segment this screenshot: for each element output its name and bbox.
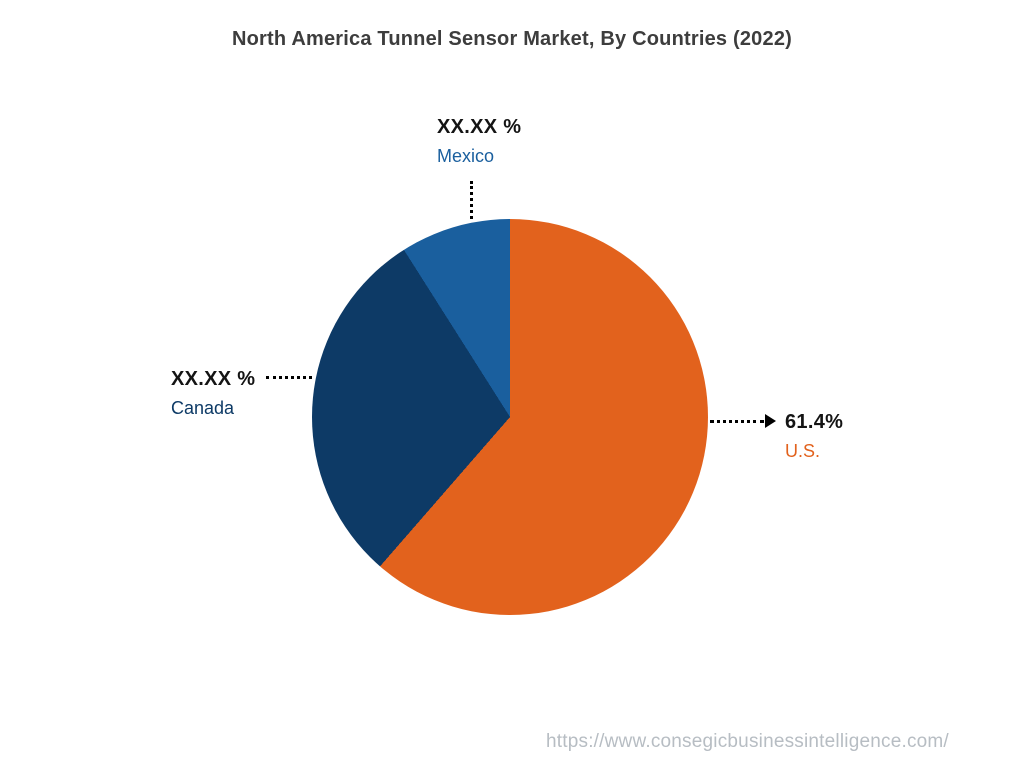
us-percent-label: 61.4% bbox=[785, 411, 844, 433]
source-url: https://www.consegicbusinessintelligence… bbox=[546, 731, 949, 752]
chart-title: North America Tunnel Sensor Market, By C… bbox=[231, 28, 793, 50]
mexico-leader-line bbox=[470, 181, 473, 219]
canada-percent-label: XX.XX % bbox=[171, 368, 256, 390]
canada-leader-line bbox=[266, 376, 312, 379]
us-leader-arrow bbox=[710, 414, 776, 428]
pie-chart bbox=[312, 219, 708, 615]
us-country-label: U.S. bbox=[785, 441, 821, 461]
mexico-country-label: Mexico bbox=[437, 146, 495, 166]
canada-callout: XX.XX % Canada bbox=[171, 368, 255, 419]
mexico-callout: XX.XX % Mexico bbox=[437, 116, 521, 167]
canada-country-label: Canada bbox=[171, 398, 235, 418]
mexico-percent-label: XX.XX % bbox=[437, 116, 522, 138]
us-leader-line bbox=[710, 420, 764, 423]
us-callout: 61.4% U.S. bbox=[785, 411, 843, 462]
arrow-head-icon bbox=[765, 414, 776, 428]
